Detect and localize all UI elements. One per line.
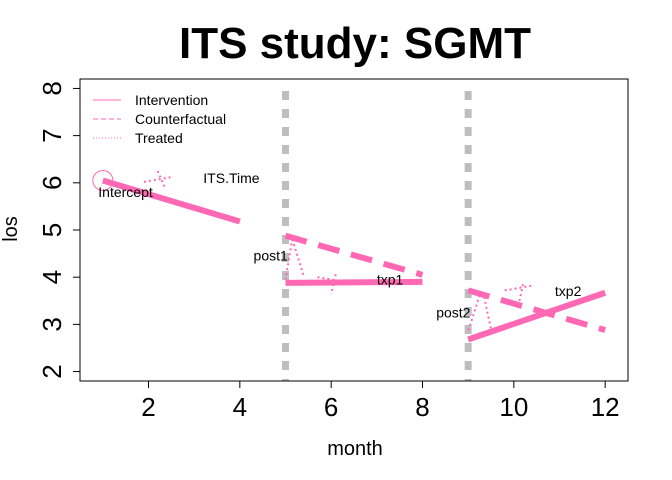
x-tick-label: 12 [591,392,620,422]
y-tick-label: 7 [37,128,67,142]
annotation-label: Intercept [98,184,153,200]
dotted-mark [143,176,172,183]
annotation-label: txp1 [377,271,404,287]
chart-title: ITS study: SGMT [179,19,531,68]
y-tick-label: 6 [37,176,67,190]
y-tick-label: 8 [37,81,67,95]
annotation-label: ITS.Time [203,170,259,186]
x-tick-label: 4 [233,392,247,422]
dotted-mark [317,276,341,282]
intervention-segment [101,177,241,225]
x-tick-label: 6 [324,392,338,422]
y-axis-title: los [0,216,22,242]
y-tick-label: 5 [37,223,67,237]
y-tick-label: 2 [37,364,67,378]
x-axis-title: month [327,438,383,460]
x-tick-label: 8 [415,392,429,422]
x-tick-label: 10 [499,392,528,422]
intervention-segment [285,278,423,286]
legend-label: Intervention [135,92,208,108]
counterfactual-segment [467,287,607,333]
annotation-label: txp2 [555,283,582,299]
interruption-lines [282,91,472,381]
legend: Intervention Counterfactual Treated [93,92,226,146]
intercept-marker [92,169,114,191]
dotted-mark [291,239,305,277]
legend-label: Treated [135,130,183,146]
series-lines [92,169,607,343]
intervention-segment [467,289,607,343]
x-tick-label: 2 [141,392,155,422]
y-tick-label: 4 [37,270,67,284]
y-axis: 2 3 4 5 6 7 8 [37,81,81,379]
dotted-mark [467,294,481,332]
annotation-label: post2 [436,304,470,320]
y-tick-label: 3 [37,317,67,331]
counterfactual-segment [284,232,424,278]
dotted-mark [504,284,533,292]
dotted-mark [517,284,524,306]
dotted-mark [483,296,492,330]
annotation-label: post1 [254,248,288,264]
legend-label: Counterfactual [135,111,226,127]
x-axis: 2 4 6 8 10 12 [141,380,620,422]
dotted-mark [284,238,294,280]
annotations: Intercept ITS.Time post1 txp1 post2 txp2 [98,170,581,320]
